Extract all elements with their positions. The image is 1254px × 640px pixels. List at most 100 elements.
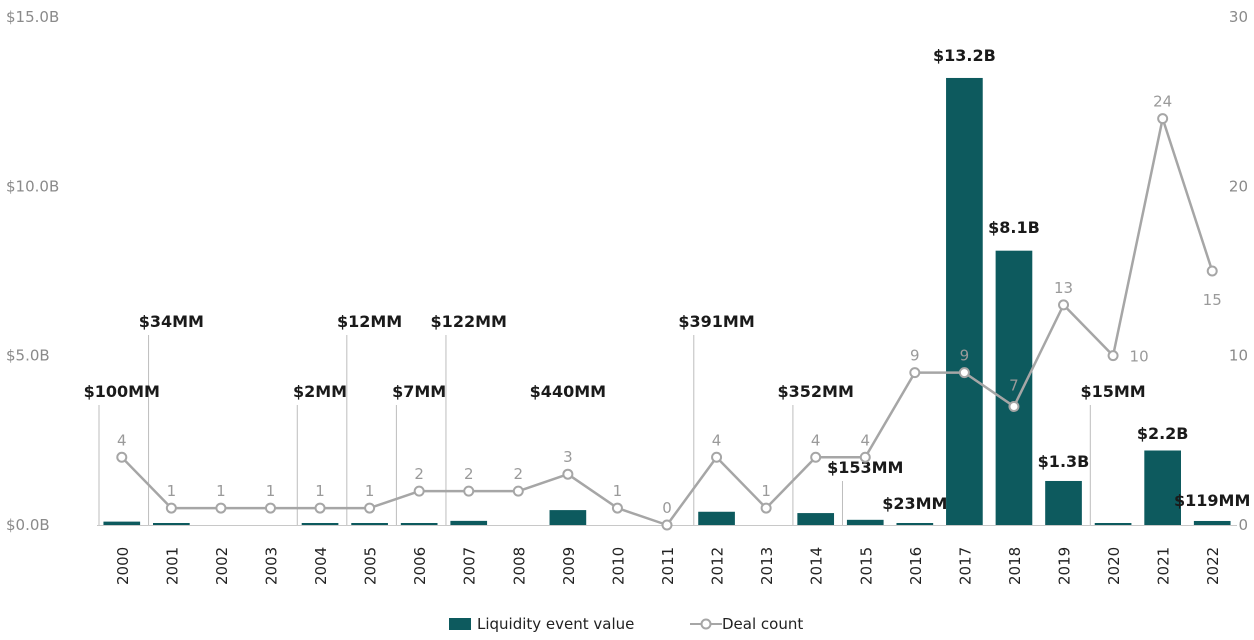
deal-count-label: 9 [960,347,970,365]
y-left-tick-label: $5.0B [6,347,50,365]
x-tick-label: 2016 [907,547,925,585]
deal-count-label: 13 [1054,279,1073,297]
deal-count-label: 4 [860,431,870,449]
x-tick-label: 2021 [1155,547,1173,585]
bar-2000 [103,521,141,525]
deal-count-point [611,502,623,514]
deal-count-label: 1 [266,482,276,500]
x-tick-label: 2014 [808,547,826,585]
bar-value-label: $100MM [84,382,160,401]
deal-count-label: 3 [563,448,573,466]
bar-2020 [1094,523,1132,525]
deal-count-label: 1 [216,482,226,500]
bar-value-label: $7MM [392,382,446,401]
y-left-tick-label: $15.0B [6,8,59,26]
bar-value-label: $2.2B [1137,424,1189,443]
deal-count-label: 1 [761,482,771,500]
bar-value-label: $34MM [139,312,204,331]
legend-swatch-bar [449,618,471,630]
deal-count-point [1008,400,1020,412]
deal-count-point [116,451,128,463]
deal-count-point [1058,299,1070,311]
x-tick-label: 2002 [213,547,231,585]
x-tick-label: 2015 [857,547,875,585]
x-tick-label: 2013 [758,547,776,585]
bar-value-label: $12MM [337,312,402,331]
bar-2012 [698,511,735,525]
x-tick-label: 2019 [1056,547,1074,585]
deal-count-label: 4 [712,431,722,449]
deal-count-point [661,519,673,531]
deal-count-point [314,502,326,514]
deal-count-point [463,485,475,497]
deal-count-point [413,485,425,497]
deal-count-label: 1 [167,482,177,500]
x-tick-label: 2006 [411,547,429,585]
deal-count-point [562,468,574,480]
deal-count-label: 10 [1130,348,1149,366]
deal-count-label: 0 [662,499,672,517]
deal-count-point [1157,113,1169,125]
deal-count-point [810,451,822,463]
x-tick-label: 2017 [956,547,974,585]
x-tick-label: 2007 [461,547,479,585]
deal-count-label: 1 [365,482,375,500]
deal-count-point [760,502,772,514]
y-right-tick-label: 30 [1229,8,1248,26]
x-tick-label: 2022 [1204,547,1222,585]
deal-count-point [909,367,921,379]
legend-swatch-marker [700,618,712,630]
y-right-tick-label: 20 [1229,177,1248,195]
x-tick-label: 2010 [609,547,627,585]
x-tick-label: 2011 [659,547,677,585]
x-tick-label: 2001 [163,547,181,585]
deal-count-label: 7 [1009,376,1019,394]
deal-count-point [859,451,871,463]
y-right-tick-label: 0 [1238,516,1248,534]
x-tick-label: 2005 [362,547,380,585]
bar-value-label: $8.1B [988,218,1040,237]
deal-count-label: 15 [1203,291,1222,309]
deal-count-point [165,502,177,514]
bar-2004 [301,523,339,525]
deal-count-label: 24 [1153,93,1172,111]
deal-count-point [264,502,276,514]
bar-value-label: $1.3B [1038,452,1090,471]
y-right-tick-label: 10 [1229,347,1248,365]
deal-count-point [711,451,723,463]
x-tick-label: 2000 [114,547,132,585]
legend-label-bar: Liquidity event value [477,615,634,633]
bar-value-label: $122MM [431,312,507,331]
bar-value-label: $2MM [293,382,347,401]
bar-2022 [1193,520,1231,525]
bar-value-label: $440MM [530,382,606,401]
bar-2015 [846,519,884,525]
deal-count-label: 2 [514,465,524,483]
deal-count-point [1206,265,1218,277]
legend-label-line: Deal count [722,615,803,633]
deal-count-label: 4 [811,431,821,449]
x-tick-label: 2012 [709,547,727,585]
bar-value-label: $15MM [1080,382,1145,401]
deal-count-point [958,367,970,379]
bar-2018 [995,250,1033,525]
y-left-tick-label: $0.0B [6,516,50,534]
bar-2001 [153,523,190,525]
deal-count-label: 1 [315,482,325,500]
bar-value-label: $352MM [778,382,854,401]
x-tick-label: 2003 [262,547,280,585]
bar-2006 [400,523,438,525]
deal-count-label: 4 [117,431,127,449]
deal-count-point [215,502,227,514]
bar-value-label: $119MM [1174,491,1250,510]
bar-value-label: $13.2B [933,46,996,65]
x-tick-label: 2004 [312,547,330,585]
x-tick-label: 2020 [1105,547,1123,585]
deal-count-label: 9 [910,347,920,365]
deal-count-point [512,485,524,497]
bar-2019 [1045,480,1082,525]
bar-value-label: $391MM [678,312,754,331]
bar-value-label: $23MM [882,494,947,513]
